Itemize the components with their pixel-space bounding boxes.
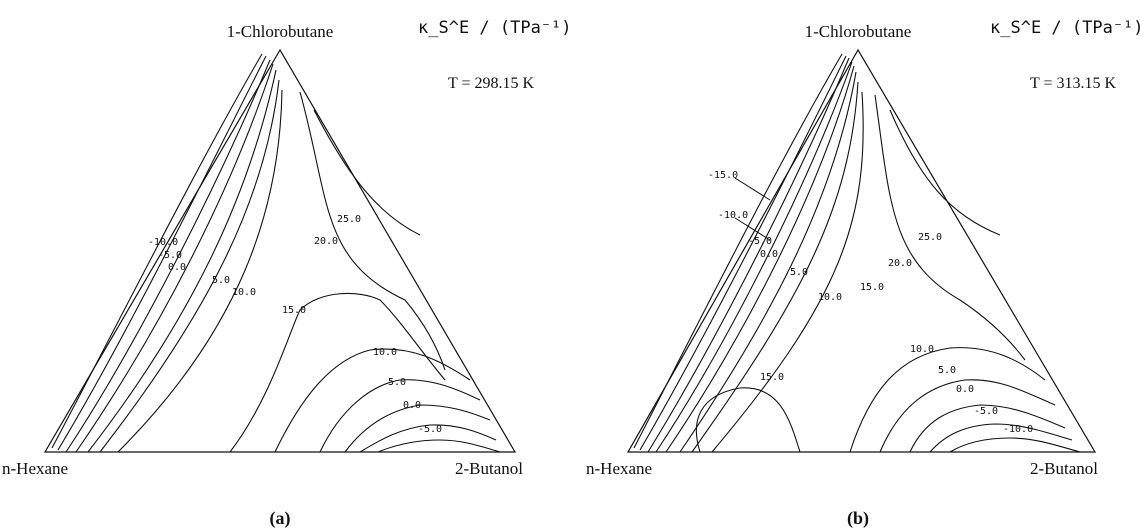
ternary-triangle-b [626, 48, 1097, 453]
contour-label: 0.0 [403, 400, 421, 411]
panel-a: -10.0 -5.0 0.0 5.0 10.0 15.0 20.0 25.0 1… [2, 18, 572, 528]
contour-labels-b: -15.0 -10.0 -5.0 0.0 5.0 10.0 15.0 20.0 … [708, 170, 1033, 435]
contour-label: 5.0 [938, 365, 956, 376]
temperature-label-a: T = 298.15 K [448, 75, 535, 92]
contour-label: 10.0 [818, 292, 842, 303]
vertex-label-right-a: 2-Butanol [455, 459, 523, 478]
contours-center-a [229, 91, 446, 453]
contour-label: 15.0 [282, 305, 306, 316]
quantity-label-a: κ_S^E / (TPa⁻¹) [418, 18, 572, 38]
panel-b: -15.0 -10.0 -5.0 0.0 5.0 10.0 15.0 20.0 … [586, 18, 1140, 528]
ternary-triangle-a [43, 48, 517, 453]
contour-label: 15.0 [860, 282, 884, 293]
contour-label: -5.0 [158, 250, 182, 261]
contour-label: 5.0 [790, 267, 808, 278]
contours-left-b [633, 53, 864, 453]
contour-label: 15.0 [760, 372, 784, 383]
contours-right-a [274, 348, 501, 453]
contour-label: -10.0 [148, 237, 178, 248]
contour-label: -15.0 [708, 170, 738, 181]
contour-label: 20.0 [888, 258, 912, 269]
contour-label: 0.0 [168, 262, 186, 273]
contour-label: 25.0 [918, 232, 942, 243]
contour-label: -5.0 [974, 406, 998, 417]
caption-b: (b) [847, 508, 869, 528]
contour-label: 10.0 [373, 347, 397, 358]
contour-label: -5.0 [418, 424, 442, 435]
contour-label: 5.0 [388, 377, 406, 388]
contour-label: 0.0 [760, 249, 778, 260]
contour-label: 10.0 [232, 287, 256, 298]
contours-left-a [51, 53, 283, 453]
contour-label: -10.0 [1003, 424, 1033, 435]
vertex-label-top-a: 1-Chlorobutane [227, 22, 334, 41]
contour-label: 0.0 [956, 384, 974, 395]
contour-labels-a: -10.0 -5.0 0.0 5.0 10.0 15.0 20.0 25.0 1… [148, 214, 442, 435]
vertex-label-left-b: n-Hexane [586, 459, 652, 478]
contour-label: 10.0 [910, 344, 934, 355]
caption-a: (a) [270, 508, 291, 528]
contour-label: -10.0 [718, 210, 748, 221]
quantity-label-b: κ_S^E / (TPa⁻¹) [990, 18, 1140, 38]
vertex-label-left-a: n-Hexane [2, 459, 68, 478]
vertex-label-top-b: 1-Chlorobutane [805, 22, 912, 41]
contours-center-b [695, 94, 1026, 453]
leader-line [734, 217, 771, 241]
contour-label: 20.0 [314, 236, 338, 247]
contour-label: 5.0 [212, 275, 230, 286]
leader-line [734, 177, 771, 201]
temperature-label-b: T = 313.15 K [1030, 75, 1117, 92]
contour-label: -5.0 [748, 236, 772, 247]
contour-label: 25.0 [337, 214, 361, 225]
vertex-label-right-b: 2-Butanol [1030, 459, 1098, 478]
contours-right-b [849, 347, 1081, 453]
